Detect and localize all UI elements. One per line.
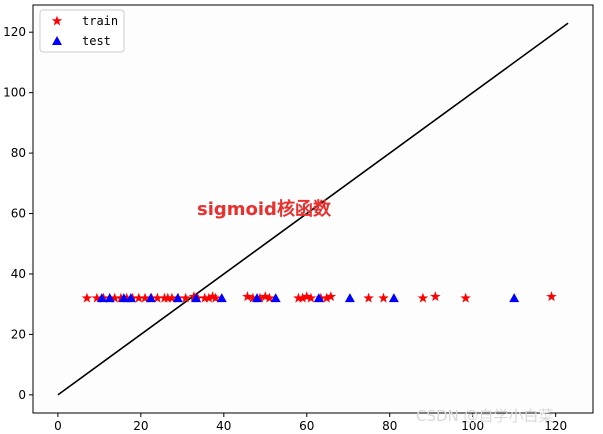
point	[460, 292, 471, 303]
annotation: sigmoid核函数	[197, 198, 332, 220]
point	[191, 293, 202, 303]
point	[172, 293, 183, 303]
legend-box	[39, 9, 125, 53]
x-tick-label: 60	[299, 419, 314, 433]
point	[180, 292, 191, 303]
fit-line	[57, 22, 569, 396]
point	[96, 293, 107, 303]
point	[260, 291, 271, 302]
point	[270, 293, 281, 303]
legend-marker	[52, 36, 62, 45]
legend-label: train	[82, 14, 118, 28]
y-tick-label: 60	[11, 207, 26, 221]
point	[139, 292, 151, 303]
y-tick-label: 100	[3, 86, 26, 100]
point	[363, 292, 374, 303]
point	[166, 292, 178, 303]
point	[199, 292, 210, 303]
x-tick-label: 0	[54, 419, 62, 433]
point	[210, 292, 221, 303]
legend: train test	[39, 9, 125, 53]
point	[91, 292, 103, 303]
legend-marker	[51, 15, 63, 26]
point	[344, 293, 355, 303]
point	[313, 293, 324, 303]
point	[509, 293, 520, 303]
point	[216, 293, 227, 303]
point	[247, 292, 259, 303]
x-tick-label: 40	[216, 419, 231, 433]
point	[121, 292, 132, 303]
point	[301, 291, 313, 302]
point	[109, 292, 120, 303]
point	[297, 292, 308, 303]
point	[104, 293, 115, 303]
point	[254, 292, 266, 303]
x-tick-label: 120	[544, 419, 567, 433]
point	[546, 291, 557, 302]
point	[264, 292, 275, 303]
legend-label: test	[82, 34, 111, 48]
point	[118, 293, 129, 303]
point	[203, 292, 215, 303]
x-tick-label: 80	[382, 419, 397, 433]
point	[293, 292, 304, 303]
point	[145, 293, 156, 303]
point	[133, 292, 145, 303]
point	[378, 292, 389, 303]
point	[305, 292, 317, 303]
x-tick-label: 100	[461, 419, 484, 433]
y-tick-label: 40	[11, 267, 26, 281]
x-tick-label: 20	[133, 419, 148, 433]
point	[388, 293, 399, 303]
point	[321, 292, 332, 303]
point	[417, 292, 429, 303]
watermark: CSDN @自学小白菜	[416, 407, 554, 425]
y-tick-label: 120	[3, 25, 26, 39]
point	[188, 291, 200, 302]
y-tick-label: 0	[18, 388, 26, 402]
point	[81, 292, 93, 303]
point	[325, 291, 337, 302]
point	[252, 293, 262, 303]
point	[152, 292, 163, 303]
y-tick-label: 20	[11, 327, 26, 341]
point	[162, 292, 174, 303]
y-tick-label: 80	[11, 146, 26, 160]
point	[430, 291, 441, 302]
point	[207, 291, 218, 302]
point	[115, 292, 127, 303]
point	[242, 291, 253, 302]
point	[125, 293, 136, 303]
